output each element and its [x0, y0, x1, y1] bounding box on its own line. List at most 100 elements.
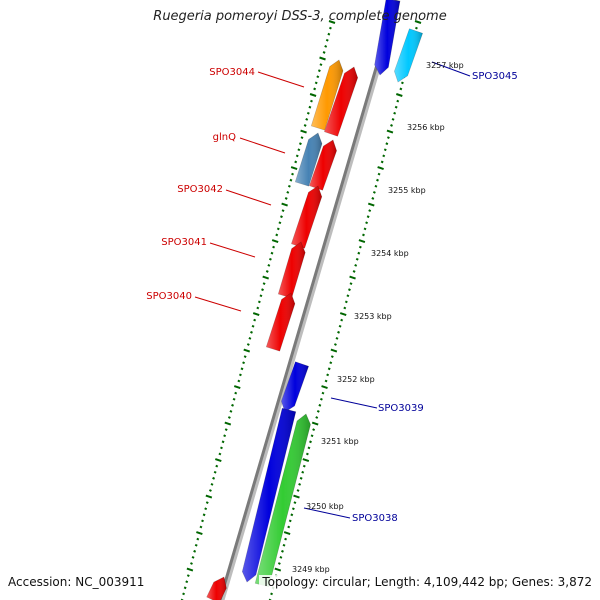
outer-track-tick [358, 245, 362, 249]
inner-track-tick [190, 562, 193, 565]
outer-track-tick [337, 330, 340, 334]
inner-track-tick [202, 513, 206, 517]
inner-track-tick [270, 251, 274, 255]
outer-track-tick [312, 428, 316, 432]
outer-track-tick [414, 20, 422, 24]
outer-track-tick [311, 421, 319, 426]
outer-track-tick [302, 464, 306, 468]
outer-track-tick [293, 494, 300, 499]
outer-track-tick [310, 434, 314, 438]
inner-track-tick [246, 343, 250, 346]
gene-label-spo3040[interactable]: SPO3040 [146, 291, 192, 302]
gene-red-SPO3041 [277, 241, 306, 299]
gene-labels: SPO3045 SPO3044 glnQ SPO3042 SPO3041 SPO3040 S… [146, 67, 517, 524]
backbone-line [218, 0, 398, 600]
inner-track-tick [286, 190, 290, 194]
gene-red-2 [309, 139, 337, 191]
inner-track-tick [300, 136, 304, 139]
outer-track-tick [319, 397, 323, 401]
inner-track-tick [328, 26, 332, 30]
gene-label-spo3044[interactable]: SPO3044 [209, 67, 255, 78]
inner-track-tick [205, 501, 209, 505]
outer-track-tick [327, 367, 331, 371]
inner-track-tick [289, 178, 293, 182]
outer-track-tick [316, 409, 320, 413]
outer-track-tick [358, 239, 366, 243]
outer-track-tick [339, 312, 347, 316]
outer-track-tick [354, 263, 358, 267]
inner-track-tick [237, 379, 241, 383]
gene-label-spo3039[interactable]: SPO3039 [378, 403, 424, 414]
outer-track-tick [357, 251, 361, 255]
inner-track-tick [231, 403, 234, 407]
outer-track-tick [283, 531, 291, 536]
inner-track-tick [295, 154, 299, 158]
inner-track-tick [224, 428, 228, 432]
inner-track-tick [259, 294, 263, 298]
outer-track-tick [352, 270, 356, 273]
gene-blue-large [241, 407, 297, 583]
outer-track-tick [293, 501, 297, 505]
outer-track-tick [274, 567, 282, 572]
inner-track-tick [310, 99, 313, 103]
scale-label-3256: 3256 kbp [407, 123, 445, 132]
gene-blue-SPO3039-shading [281, 361, 309, 412]
inner-track-tick [303, 124, 307, 127]
gene-label-spo3045[interactable]: SPO3045 [472, 71, 518, 82]
tick-marks [180, 20, 422, 600]
gene-red-bottom [206, 576, 227, 600]
inner-track-tick [234, 391, 238, 395]
leader-line-glnq [239, 137, 286, 154]
outer-track-tick [348, 288, 351, 292]
leader-line-spo3045 [431, 61, 471, 77]
inner-track-tick [215, 464, 219, 468]
inner-track-tick [220, 446, 223, 450]
inner-track-tick [298, 142, 302, 146]
outer-track-tick [277, 562, 281, 565]
inner-track-tick [243, 348, 251, 353]
inner-track-tick [196, 537, 200, 541]
outer-track-tick [333, 343, 337, 346]
inner-track-tick [322, 51, 326, 54]
outer-track-tick [372, 190, 376, 194]
gene-label-spo3042[interactable]: SPO3042 [177, 184, 223, 195]
outer-track-tick [399, 87, 403, 91]
inner-track-tick [265, 270, 269, 273]
inner-track-tick [300, 129, 307, 134]
gene-cyan-SPO3045 [394, 28, 423, 83]
outer-track-tick [386, 129, 394, 134]
inner-track-tick [257, 300, 261, 304]
gene-label-spo3041[interactable]: SPO3041 [161, 237, 207, 248]
outer-track-tick [395, 93, 403, 97]
inner-track-tick [294, 160, 298, 164]
inner-track-tick [280, 215, 283, 219]
inner-track-tick [210, 483, 214, 486]
inner-track-tick [186, 574, 190, 578]
outer-track-tick [281, 549, 284, 553]
outer-track-tick [377, 172, 381, 176]
inner-track-tick [250, 330, 253, 334]
inner-track-tick [229, 409, 233, 413]
gene-label-glnq[interactable]: glnQ [213, 132, 236, 143]
outer-track-tick [344, 300, 348, 304]
scale-labels: 3257 kbp 3256 kbp 3255 kbp 3254 kbp 3253 kbp… [292, 61, 464, 574]
accession-text: Accession: NC_003911 [8, 575, 145, 589]
leader-line-spo3038 [303, 507, 351, 519]
inner-track-tick [281, 202, 288, 207]
gene-label-spo3038[interactable]: SPO3038 [352, 513, 398, 524]
inner-track-tick [271, 239, 279, 243]
inner-track-tick [243, 355, 247, 359]
outer-track-tick [321, 385, 328, 390]
outer-track-tick [291, 507, 295, 511]
inner-track-tick [284, 197, 288, 200]
label-leader-lines [194, 61, 471, 519]
leader-line-spo3044 [257, 71, 305, 88]
outer-track-tick [349, 275, 356, 280]
scale-label-3255: 3255 kbp [388, 186, 426, 195]
inner-track-tick [275, 233, 279, 237]
outer-track-tick [307, 446, 311, 450]
inner-track-tick [262, 275, 270, 280]
inner-track-tick [325, 38, 329, 42]
backbone-line-outer [219, 0, 401, 600]
inner-track-tick [185, 580, 189, 584]
